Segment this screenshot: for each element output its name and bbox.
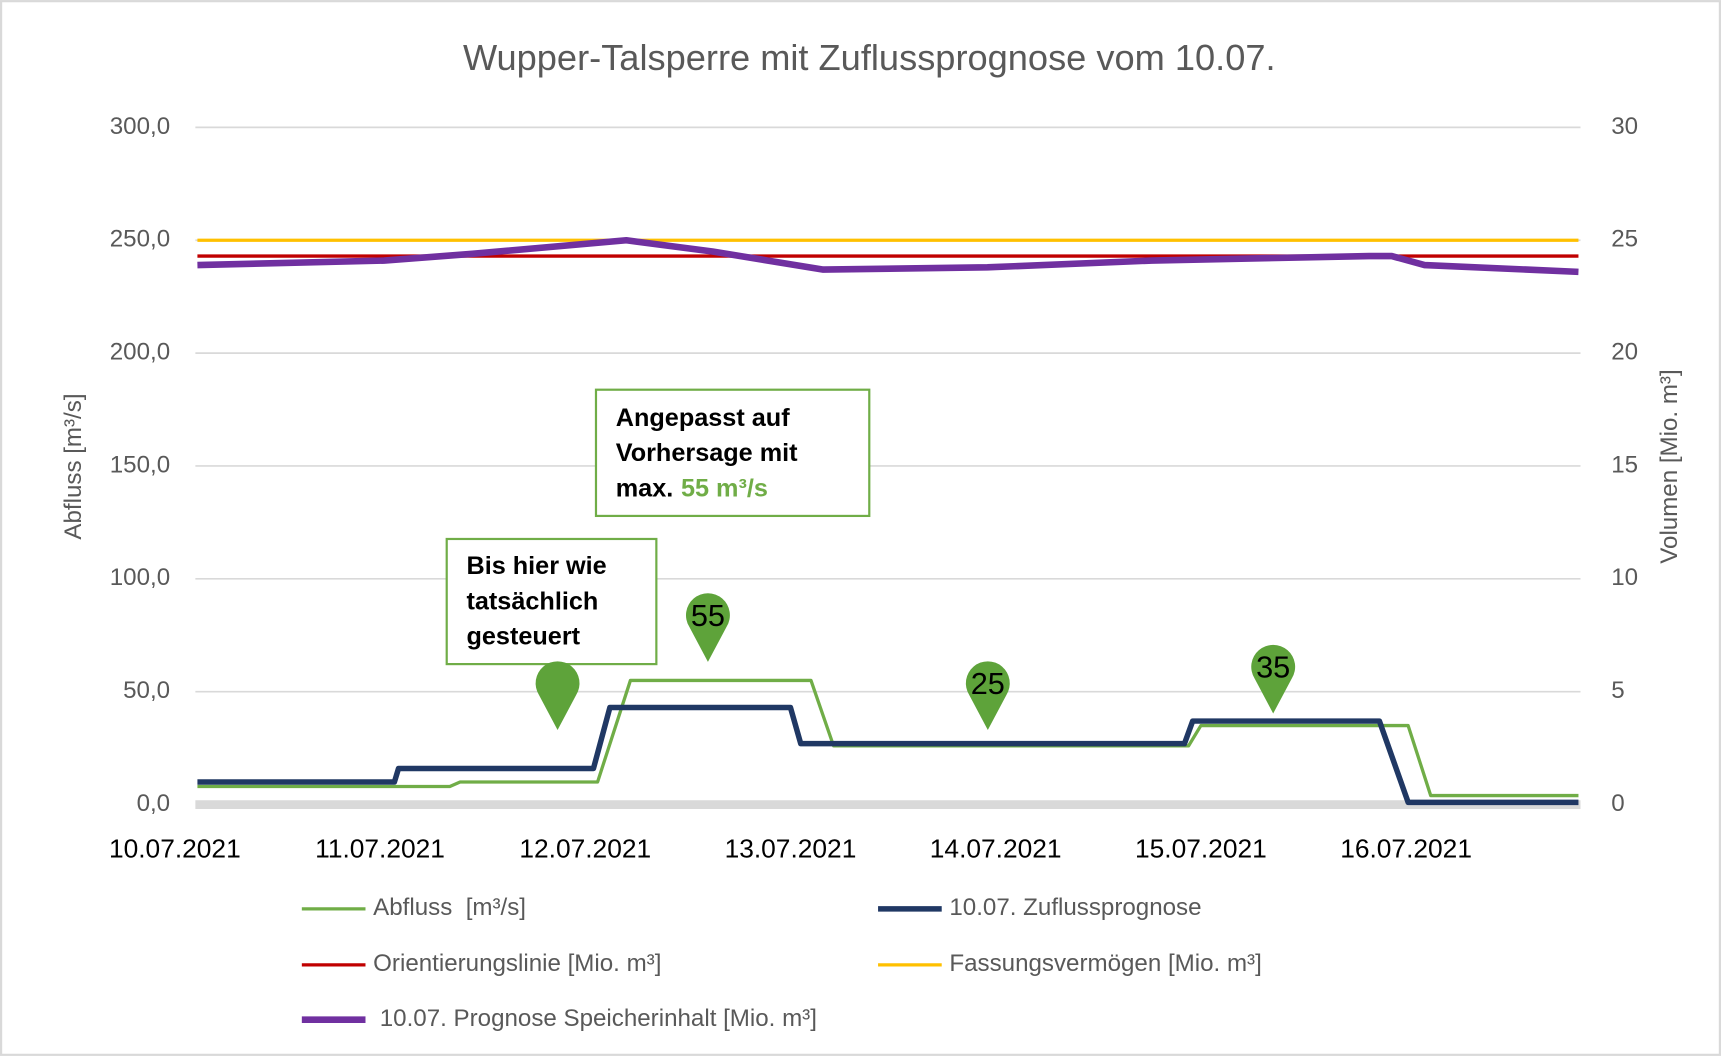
grid: 0,0 50,0 100,0 150,0 200,0 250,0 300,0 0 5 10 15 20…: [109, 113, 1638, 864]
legend-label: Orientierungslinie [Mio. m³]: [373, 950, 661, 977]
pin-label: 55: [691, 598, 725, 633]
map-pin: [535, 661, 580, 730]
y2-tick-label: 5: [1611, 677, 1624, 704]
annotation-text: Vorhersage mit: [616, 439, 798, 467]
y2-tick-label: 20: [1611, 338, 1638, 365]
x-tick-label: 10.07.2021: [109, 834, 241, 864]
annotation-box: [594, 388, 871, 518]
y2-axis-label: Volumen [Mio. m³]: [1656, 369, 1683, 563]
y-tick-label: 150,0: [110, 451, 170, 478]
annotation-text: Angepasst auf: [616, 404, 790, 432]
annotation-text: Bis hier wie: [466, 552, 606, 580]
y-tick-label: 100,0: [110, 564, 170, 591]
y2-tick-label: 10: [1611, 564, 1638, 591]
x-tick-label: 13.07.2021: [725, 834, 857, 864]
markers: 55 25 35: [535, 593, 1296, 730]
legend-label: Fassungsvermögen [Mio. m³]: [949, 950, 1261, 977]
y-tick-label: 200,0: [110, 338, 170, 365]
annotation-highlight: 55 m³/s: [681, 474, 768, 502]
series-line: [197, 704, 1579, 806]
y-tick-label: 250,0: [110, 226, 170, 253]
legend-label: 10.07. Prognose Speicherinhalt [Mio. m³]: [380, 1005, 817, 1032]
y2-tick-label: 0: [1611, 790, 1624, 817]
legend-label: 10.07. Zuflussprognose: [949, 894, 1201, 921]
annotation-box: [445, 537, 658, 666]
x-tick-label: 11.07.2021: [315, 834, 445, 864]
pin-label: 35: [1256, 650, 1290, 685]
chart-title: Wupper-Talsperre mit Zuflussprognose vom…: [463, 37, 1276, 78]
y2-tick-label: 25: [1611, 226, 1638, 253]
legend: Abfluss [m³/s] 10.07. Zuflussprognose Orie…: [301, 894, 1262, 1032]
annotation-text: max. 55 m³/s: [616, 474, 768, 502]
x-tick-label: 16.07.2021: [1340, 834, 1472, 864]
plot: [197, 236, 1579, 806]
annotation-text: tatsächlich: [466, 587, 598, 615]
pin-label: 25: [971, 666, 1005, 701]
annotation-text: max.: [616, 474, 674, 502]
y2-tick-label: 30: [1611, 113, 1638, 140]
series-line: [197, 236, 1579, 276]
map-pin: [965, 661, 1010, 730]
y-tick-label: 0,0: [137, 790, 171, 817]
y-tick-label: 50,0: [123, 677, 170, 704]
x-tick-label: 14.07.2021: [930, 834, 1062, 864]
map-pin: [685, 593, 730, 662]
legend-label: Abfluss [m³/s]: [373, 894, 526, 921]
map-pin: [1251, 644, 1296, 714]
x-tick-label: 12.07.2021: [519, 834, 651, 864]
y-axis-label: Abfluss [m³/s]: [60, 393, 87, 539]
y2-tick-label: 15: [1611, 451, 1638, 478]
y-tick-label: 300,0: [110, 113, 170, 140]
series-line: [197, 678, 1579, 798]
x-tick-label: 15.07.2021: [1135, 834, 1267, 864]
annotation-text: gesteuert: [466, 622, 580, 650]
